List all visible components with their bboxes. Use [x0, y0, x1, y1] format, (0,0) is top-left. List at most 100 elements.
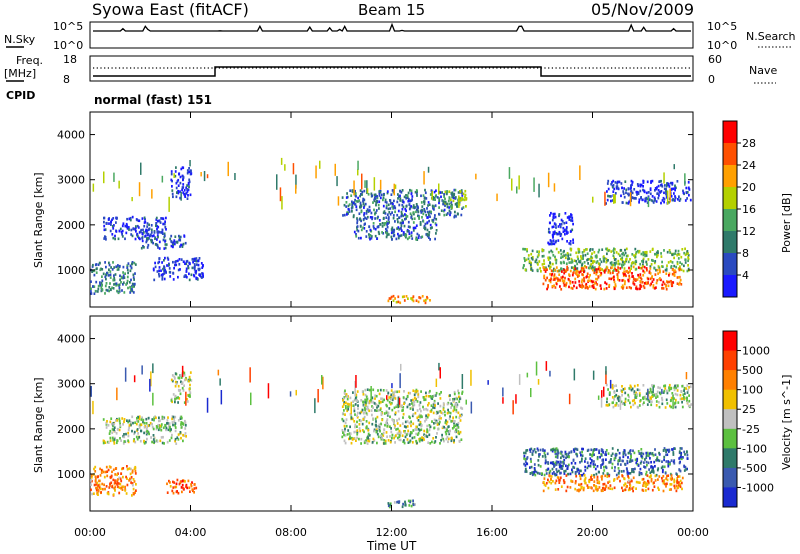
- data-cell: [114, 430, 116, 433]
- data-cell: [421, 208, 423, 212]
- data-cell: [639, 284, 642, 287]
- data-cell: [526, 462, 529, 466]
- data-streak: [597, 395, 600, 400]
- data-cell: [120, 486, 122, 490]
- data-cell: [555, 468, 558, 471]
- data-cell: [619, 254, 621, 257]
- data-cell: [645, 454, 648, 457]
- data-cell: [628, 274, 631, 278]
- data-cell: [127, 428, 130, 432]
- data-cell: [635, 461, 638, 465]
- data-cell: [672, 268, 674, 272]
- data-cell: [393, 406, 396, 410]
- data-cell: [621, 265, 623, 269]
- data-cell: [587, 464, 590, 468]
- data-cell: [684, 258, 687, 262]
- data-cell: [175, 485, 178, 489]
- data-cell: [139, 423, 142, 426]
- data-cell: [617, 252, 620, 256]
- data-cell: [653, 261, 656, 265]
- data-cell: [554, 223, 557, 226]
- data-cell: [560, 288, 563, 291]
- data-cell: [610, 261, 613, 264]
- data-cell: [633, 384, 636, 388]
- data-cell: [412, 429, 415, 432]
- data-cell: [183, 189, 186, 192]
- data-cell: [114, 237, 116, 241]
- data-cell: [661, 460, 663, 463]
- data-streak: [173, 173, 175, 178]
- data-cell: [438, 422, 440, 426]
- data-cell: [644, 251, 646, 254]
- data-cell: [342, 419, 345, 423]
- data-cell: [109, 482, 111, 486]
- data-cell: [343, 439, 346, 443]
- data-cell: [557, 488, 560, 491]
- data-cell: [346, 402, 349, 406]
- data-cell: [386, 425, 389, 428]
- data-cell: [641, 265, 644, 268]
- data-cell: [680, 255, 683, 259]
- data-cell: [420, 236, 423, 239]
- data-cell: [408, 440, 411, 444]
- data-cell: [582, 488, 585, 492]
- data-cell: [90, 290, 92, 293]
- data-cell: [130, 266, 133, 269]
- data-cell: [122, 274, 125, 277]
- data-cell: [406, 237, 409, 241]
- data-cell: [602, 472, 605, 475]
- data-cell: [158, 272, 160, 276]
- data-cell: [363, 212, 366, 215]
- data-cell: [122, 222, 125, 225]
- data-cell: [373, 196, 376, 200]
- data-cell: [605, 403, 608, 407]
- data-cell: [442, 202, 444, 206]
- data-cell: [138, 426, 141, 429]
- data-cell: [158, 274, 161, 278]
- data-cell: [658, 475, 661, 478]
- data-cell: [565, 281, 568, 285]
- data-cell: [343, 433, 345, 437]
- data-streak: [663, 172, 665, 184]
- data-cell: [169, 237, 172, 241]
- data-cell: [111, 218, 113, 222]
- data-cell: [109, 484, 111, 487]
- data-cell: [110, 220, 112, 224]
- data-cell: [565, 230, 568, 233]
- data-cell: [634, 396, 637, 399]
- data-cell: [527, 257, 530, 261]
- data-cell: [164, 220, 166, 223]
- data-cell: [419, 401, 422, 404]
- data-cell: [578, 283, 581, 287]
- data-cell: [185, 485, 187, 488]
- data-cell: [677, 249, 680, 253]
- data-streak: [475, 173, 477, 180]
- data-cell: [627, 278, 630, 282]
- data-cell: [613, 280, 616, 284]
- data-cell: [555, 473, 558, 476]
- data-cell: [662, 391, 665, 394]
- data-cell: [674, 405, 677, 409]
- data-cell: [374, 409, 376, 412]
- data-cell: [663, 187, 666, 191]
- data-cell: [180, 258, 183, 261]
- data-cell: [646, 451, 649, 455]
- data-cell: [406, 215, 409, 218]
- data-cell: [401, 203, 404, 207]
- data-cell: [416, 238, 419, 241]
- data-cell: [630, 459, 633, 463]
- data-cell: [356, 420, 358, 424]
- data-cell: [453, 408, 456, 411]
- data-cell: [596, 475, 599, 479]
- data-cell: [405, 397, 408, 401]
- data-cell: [679, 483, 682, 486]
- data-cell: [396, 390, 398, 394]
- data-cell: [641, 260, 643, 263]
- data-cell: [104, 292, 106, 295]
- data-cell: [99, 467, 101, 471]
- data-cell: [615, 187, 618, 190]
- data-cell: [554, 461, 557, 465]
- data-cell: [185, 483, 188, 487]
- data-cell: [432, 403, 435, 406]
- data-cell: [606, 266, 609, 270]
